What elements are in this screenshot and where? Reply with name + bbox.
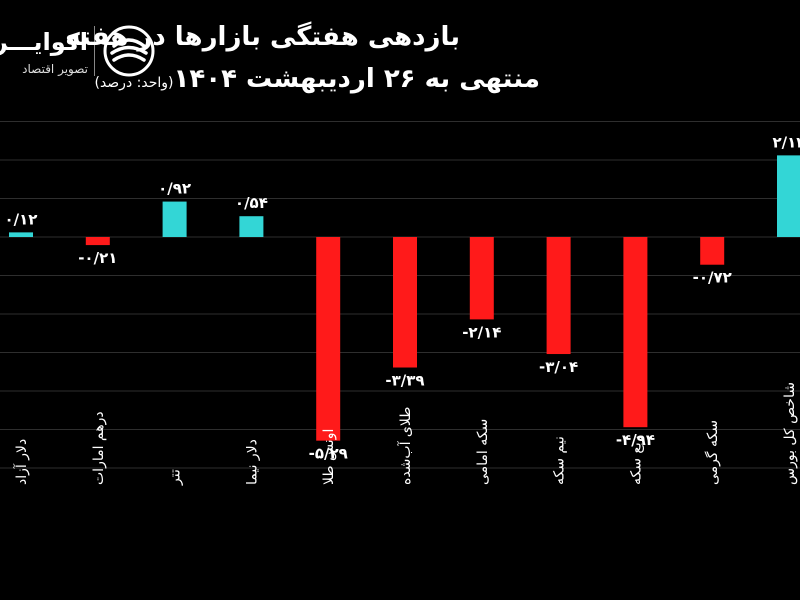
ekoiran-swirl-logo-icon [103,25,155,77]
bars [9,155,800,441]
brand-block: اکوایـــر تصویر اقتصاد [0,20,160,82]
category-label: دلار نیما [244,439,260,485]
category-label: درهم امارات [91,411,107,485]
bar [393,237,417,368]
data-label: -۴/۹۴ [616,431,655,449]
brand-name: اکوایـــر [0,28,88,56]
category-label: دلار آزاد [13,439,30,485]
data-label: ۲/۱۲ [773,133,800,151]
category-label: سکه گرمی [704,420,721,485]
data-label: -۳/۳۹ [385,372,424,390]
data-label: ۰/۹۲ [158,180,191,198]
data-label: ۰/۵۴ [235,194,268,212]
brand-tagline: تصویر اقتصاد [22,62,88,76]
brand-divider [94,26,95,76]
data-label: -۰/۲۱ [78,249,117,267]
chart-subtitle-date: منتهی به ۲۶ اردیبهشت ۱۴۰۴ [173,64,540,94]
data-label: -۰/۷۲ [693,269,732,287]
category-label: ربع سکه [628,435,644,485]
bar [239,216,264,237]
category-label: طلای آب‌شده [397,407,414,485]
chart-title: بازدهی هفتگی بازارها در هفته [65,22,460,52]
bar [623,237,648,428]
bar [700,237,725,265]
category-label: تتر [168,469,184,486]
category-label: سکه امامی [475,419,491,485]
bar [9,232,33,237]
chart-subtitle: منتهی به ۲۶ اردیبهشت ۱۴۰۴(واحد: درصد) [94,64,540,94]
bar [546,237,571,355]
category-label: شاخص کل بورس [782,382,798,485]
bar [469,237,494,320]
bar [162,201,187,237]
category-label: اونس طلا [321,429,337,485]
data-label: -۲/۱۴ [462,323,501,341]
bar [777,155,800,237]
bar [316,237,341,441]
chart-unit: (واحد: درصد) [94,75,174,91]
category-labels: دلار آزاد درهم امارات تتر دلار نیما اونس طلا… [13,382,798,486]
category-label: نیم سکه [552,436,568,485]
bar [85,237,110,246]
data-label: -۵/۲۹ [309,445,348,463]
data-labels: ۰/۱۲ -۰/۲۱ ۰/۹۲ ۰/۵۴ -۵/۲۹ -۳/۳۹ -۲/۱۴ -۳/۰۴ -۴/… [5,133,800,462]
data-label: -۳/۰۴ [539,358,578,376]
data-label: ۰/۱۲ [5,210,38,228]
